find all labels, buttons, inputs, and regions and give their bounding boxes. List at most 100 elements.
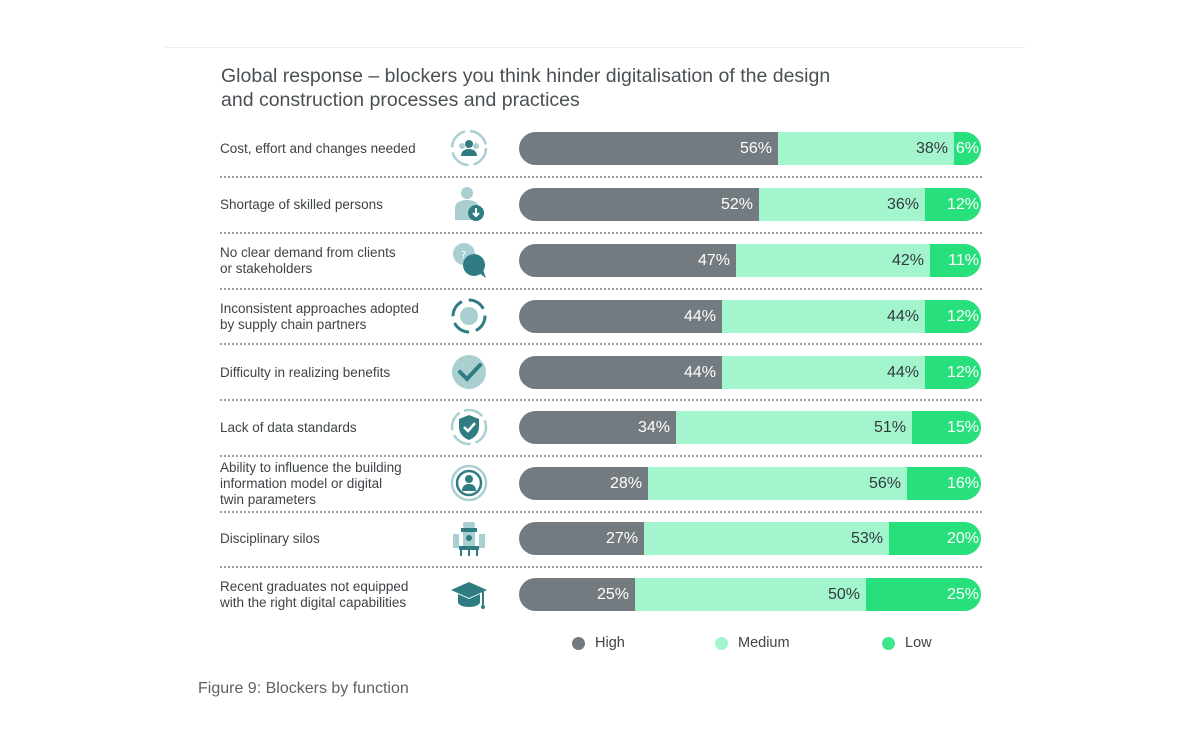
stacked-bar: 44% 44% 12% — [519, 356, 981, 389]
category-label-line: Lack of data standards — [220, 419, 357, 435]
data-label: 16% — [946, 475, 979, 492]
row-divider — [220, 176, 982, 178]
bar-segment-low: 15% — [912, 411, 981, 444]
bar-segment-medium: 44% — [722, 356, 925, 389]
category-label: Ability to influence the building informa… — [220, 460, 440, 508]
category-label: Disciplinary silos — [220, 531, 440, 547]
category-label: Shortage of skilled persons — [220, 197, 440, 213]
category-label: Cost, effort and changes needed — [220, 141, 440, 157]
svg-text:?: ? — [461, 250, 466, 261]
legend-label: Low — [905, 635, 932, 651]
category-label-line: Cost, effort and changes needed — [220, 140, 416, 156]
chart-row: Disciplinary silos 27% 53% 20% — [220, 522, 982, 578]
chart-row: Inconsistent approaches adopted by supply… — [220, 298, 982, 356]
tower-silo-icon — [453, 522, 485, 556]
legend-swatch — [715, 636, 728, 650]
data-label: 47% — [697, 252, 730, 269]
category-label-line: Disciplinary silos — [220, 530, 320, 546]
category-label-line: or stakeholders — [220, 260, 313, 276]
data-label: 44% — [683, 308, 716, 325]
data-label: 6% — [955, 140, 979, 157]
category-label: Difficulty in realizing benefits — [220, 365, 440, 381]
bar-segment-medium: 51% — [676, 411, 912, 444]
category-label-line: by supply chain partners — [220, 316, 367, 332]
category-label-line: Recent graduates not equipped — [220, 578, 409, 594]
row-divider — [220, 343, 982, 345]
category-label: No clear demand from clients or stakehold… — [220, 245, 440, 277]
stacked-bar: 52% 36% 12% — [519, 188, 981, 221]
data-label: 38% — [915, 140, 948, 157]
data-label: 52% — [720, 196, 753, 213]
chart-row: Lack of data standards 34% 51% 15% — [220, 408, 982, 467]
bar-segment-medium: 53% — [644, 522, 889, 555]
bar-segment-low: 16% — [907, 467, 981, 500]
data-label: 53% — [850, 530, 883, 547]
bar-segment-low: 12% — [925, 356, 981, 389]
data-label: 11% — [948, 252, 979, 269]
chart-row: Difficulty in realizing benefits 44% 44% 12… — [220, 355, 982, 412]
data-label: 44% — [683, 364, 716, 381]
circular-arrows-icon — [451, 298, 487, 334]
bar-segment-high: 27% — [519, 522, 644, 555]
category-label: Recent graduates not equipped with the ri… — [220, 579, 440, 611]
chart-row: Ability to influence the building informa… — [220, 460, 982, 523]
legend-item-low: Low — [882, 635, 932, 651]
data-label: 12% — [946, 364, 979, 381]
data-label: 56% — [868, 475, 901, 492]
bar-segment-low: 12% — [925, 300, 981, 333]
bar-segment-medium: 42% — [736, 244, 930, 277]
checkmark-icon — [452, 355, 486, 389]
stacked-bar: 56% 38% 6% — [519, 132, 981, 165]
data-label: 34% — [637, 419, 670, 436]
stacked-bar: 28% 56% 16% — [519, 467, 981, 500]
row-divider — [220, 232, 982, 234]
stacked-bar: 25% 50% 25% — [519, 578, 981, 611]
bar-segment-high: 44% — [519, 300, 722, 333]
shield-check-icon — [450, 408, 488, 446]
row-divider — [220, 455, 982, 457]
bar-segment-high: 34% — [519, 411, 676, 444]
row-divider — [220, 511, 982, 513]
data-label: 27% — [605, 530, 638, 547]
bar-segment-medium: 56% — [648, 467, 907, 500]
bar-segment-high: 56% — [519, 132, 778, 165]
bar-segment-low: 25% — [866, 578, 981, 611]
data-label: 44% — [886, 364, 919, 381]
data-label: 56% — [739, 140, 772, 157]
bar-segment-low: 6% — [954, 132, 981, 165]
bar-segment-high: 47% — [519, 244, 736, 277]
bar-segment-high: 52% — [519, 188, 759, 221]
data-label: 42% — [891, 252, 924, 269]
bar-segment-high: 25% — [519, 578, 635, 611]
stacked-bar: 27% 53% 20% — [519, 522, 981, 555]
legend-label: High — [595, 635, 625, 651]
category-label-line: with the right digital capabilities — [220, 594, 407, 610]
category-label-line: No clear demand from clients — [220, 244, 396, 260]
category-label-line: information model or digital — [220, 475, 383, 491]
stacked-bar: 34% 51% 15% — [519, 411, 981, 444]
chart-title-line-2: and construction processes and practices — [221, 89, 580, 111]
chart-row: Recent graduates not equipped with the ri… — [220, 578, 982, 634]
chart-row: Cost, effort and changes needed 56% 38% 6% — [220, 129, 982, 188]
category-label-line: Ability to influence the building — [220, 459, 402, 475]
chart-row: No clear demand from clients or stakehold… — [220, 243, 982, 300]
person-download-icon — [455, 187, 484, 221]
top-rule — [165, 47, 1025, 48]
stacked-bar: 47% 42% 11% — [519, 244, 981, 277]
chart-title: Global response – blockers you think hin… — [221, 64, 921, 112]
stacked-bar: 44% 44% 12% — [519, 300, 981, 333]
bar-segment-medium: 36% — [759, 188, 925, 221]
graduation-cap-icon — [451, 582, 487, 609]
data-label: 25% — [946, 586, 979, 603]
row-divider — [220, 288, 982, 290]
bar-segment-medium: 38% — [778, 132, 954, 165]
bar-segment-low: 20% — [889, 522, 981, 555]
bar-segment-low: 12% — [925, 188, 981, 221]
row-divider — [220, 566, 982, 568]
bar-segment-high: 44% — [519, 356, 722, 389]
person-target-icon — [450, 464, 488, 502]
data-label: 20% — [946, 530, 979, 547]
category-label: Inconsistent approaches adopted by supply… — [220, 301, 440, 333]
data-label: 36% — [886, 196, 919, 213]
category-label-line: Difficulty in realizing benefits — [220, 364, 391, 380]
